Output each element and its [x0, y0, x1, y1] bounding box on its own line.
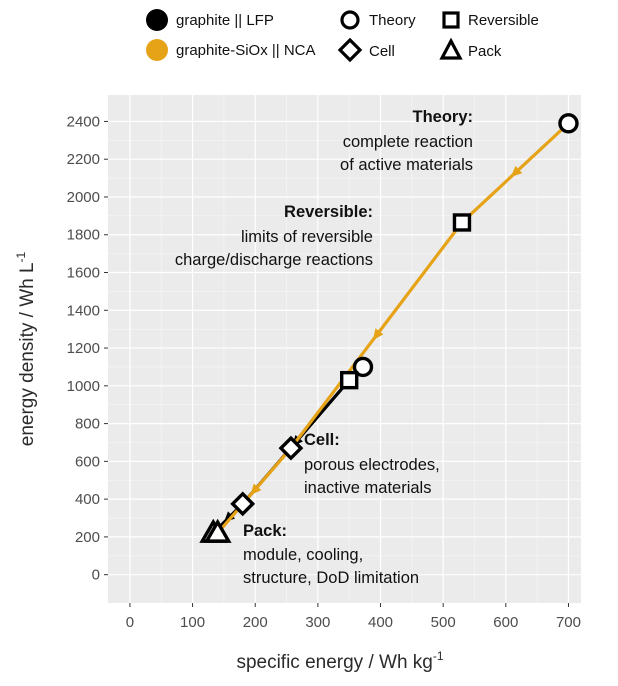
plot-background [108, 95, 581, 603]
legend-swatch-graphite-siox-nca [146, 39, 168, 61]
cell-point [278, 435, 304, 461]
y-axis: 0 200 400 600 800 1000 1200 1400 1600 1800 2000 220… [67, 113, 108, 584]
legend: graphite || LFP graphite-SiOx || NCA The… [146, 9, 539, 63]
x-tick-label: 0 [126, 614, 134, 631]
direction-arrow [250, 483, 262, 496]
theory-point [352, 356, 374, 378]
series-markers [199, 113, 579, 543]
y-tick-label: 1400 [67, 302, 100, 319]
legend-label-reversible: Reversible [468, 12, 539, 29]
annotation-cell-line: inactive materials [304, 479, 431, 497]
legend-swatch-graphite-lfp [146, 9, 168, 31]
y-tick-label: 1200 [67, 340, 100, 357]
y-tick-label: 1000 [67, 378, 100, 395]
x-tick-label: 200 [243, 614, 268, 631]
annotation-reversible-line: charge/discharge reactions [175, 251, 373, 269]
x-tick-label: 700 [556, 614, 581, 631]
annotation-pack-line: module, cooling, [243, 546, 363, 564]
y-tick-label: 0 [92, 567, 100, 584]
annotation-reversible-line: limits of reversible [241, 228, 373, 246]
annotation-theory: Theory: complete reaction of active mate… [340, 108, 473, 174]
legend-label-graphite-lfp: graphite || LFP [176, 12, 274, 29]
cell-point [230, 491, 256, 517]
direction-arrow [510, 165, 523, 177]
annotation-pack-title: Pack: [243, 522, 287, 540]
x-axis: 0 100 200 300 400 500 600 700 [126, 603, 581, 631]
x-tick-label: 500 [431, 614, 456, 631]
y-tick-label: 1800 [67, 227, 100, 244]
legend-label-pack: Pack [468, 43, 502, 60]
reversible-point [452, 213, 472, 232]
annotation-pack: Pack: module, cooling, structure, DoD li… [243, 522, 419, 587]
y-axis-title: energy density / Wh L-1 [14, 251, 38, 446]
annotation-reversible-title: Reversible: [284, 203, 373, 221]
annotation-theory-line: of active materials [340, 156, 473, 174]
x-tick-label: 100 [180, 614, 205, 631]
annotation-reversible: Reversible: limits of reversible charge/… [175, 203, 373, 269]
grid [108, 95, 581, 603]
annotation-cell-title: Cell: [304, 431, 340, 449]
x-tick-label: 600 [493, 614, 518, 631]
x-tick-label: 400 [368, 614, 393, 631]
y-tick-label: 600 [75, 453, 100, 470]
annotation-cell: Cell: porous electrodes, inactive materi… [304, 431, 440, 497]
y-tick-label: 2400 [67, 113, 100, 130]
legend-label-graphite-siox-nca: graphite-SiOx || NCA [176, 42, 316, 59]
annotation-theory-line: complete reaction [343, 133, 473, 151]
y-tick-label: 1600 [67, 265, 100, 282]
theory-point [558, 113, 579, 134]
legend-circle-icon [340, 10, 360, 30]
y-tick-label: 2000 [67, 189, 100, 206]
annotation-theory-title: Theory: [412, 108, 473, 126]
legend-label-cell: Cell [369, 43, 395, 60]
y-tick-label: 400 [75, 491, 100, 508]
x-tick-label: 300 [305, 614, 330, 631]
legend-square-icon [442, 11, 460, 29]
legend-triangle-icon [439, 37, 463, 60]
legend-diamond-icon [337, 37, 363, 63]
y-tick-label: 200 [75, 529, 100, 546]
annotation-pack-line: structure, DoD limitation [243, 569, 419, 587]
pack-point [203, 518, 232, 543]
legend-label-theory: Theory [369, 12, 416, 29]
annotation-cell-line: porous electrodes, [304, 456, 440, 474]
y-tick-label: 800 [75, 416, 100, 433]
reversible-point [339, 370, 359, 390]
x-axis-title: specific energy / Wh kg-1 [236, 649, 443, 673]
y-tick-label: 2200 [67, 151, 100, 168]
direction-arrow [372, 328, 384, 341]
